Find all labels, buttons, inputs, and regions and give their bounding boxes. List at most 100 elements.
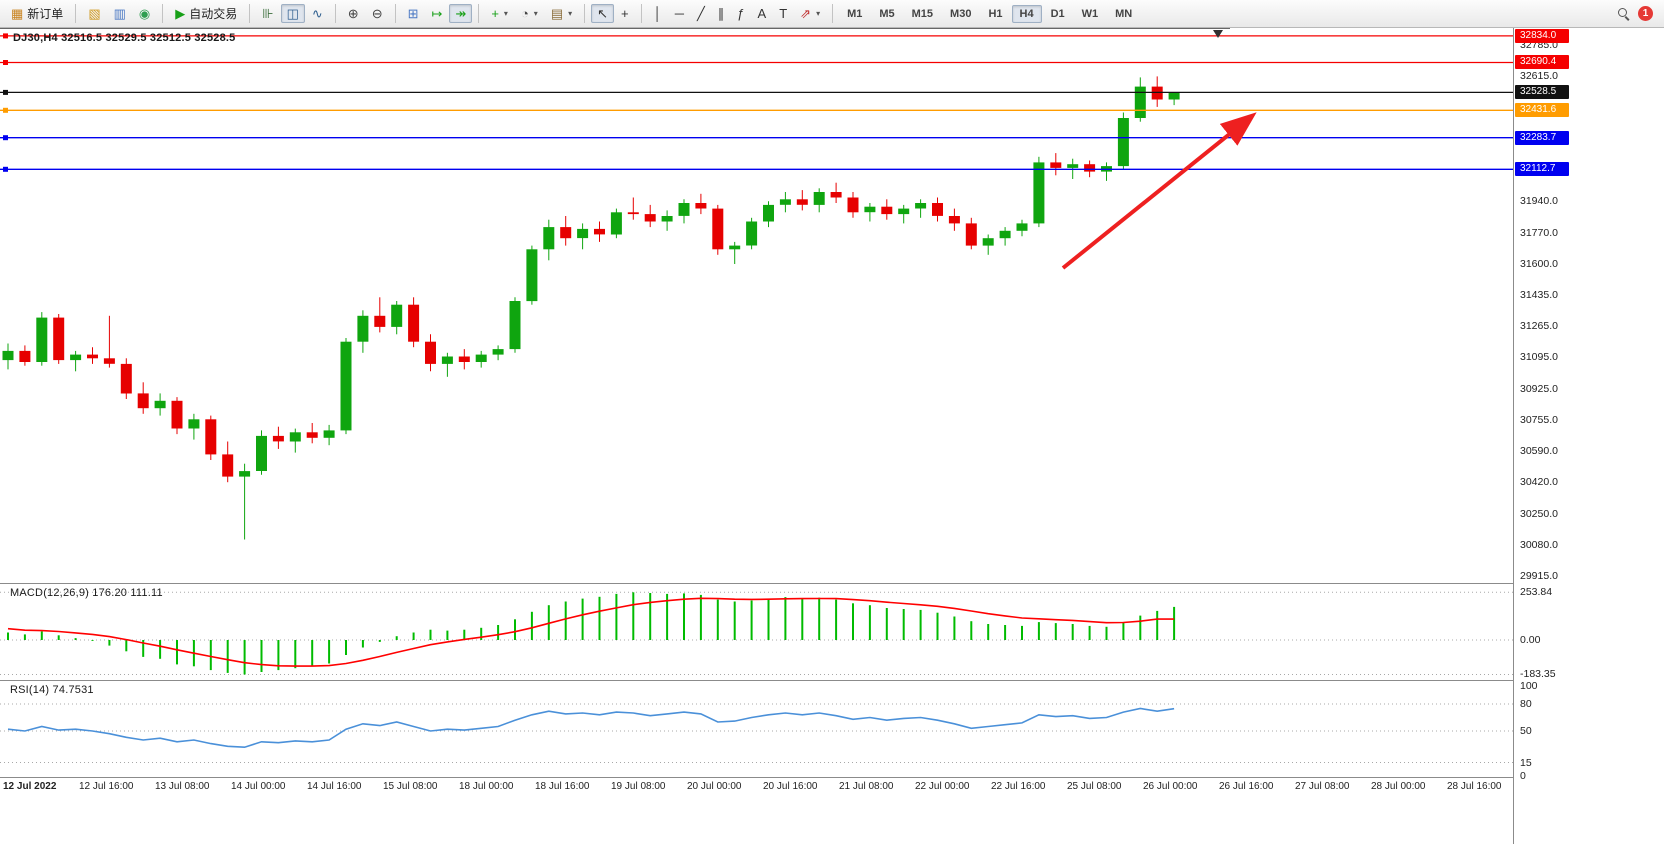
tile-windows-button[interactable]: ⊞ xyxy=(402,4,425,23)
price-line-handle[interactable] xyxy=(3,89,8,95)
trend-arrow[interactable] xyxy=(1061,112,1257,270)
candlestick-chart-button[interactable]: ◫ xyxy=(280,4,305,23)
candle xyxy=(577,223,589,250)
macd-panel-separator[interactable] xyxy=(0,583,1664,584)
tf-m1-button[interactable]: M1 xyxy=(839,5,870,23)
indicators-button[interactable]: + ▾ xyxy=(485,4,514,23)
text-label-button[interactable]: T xyxy=(773,4,793,23)
chevron-down-icon: ▾ xyxy=(533,9,538,18)
line-chart-button[interactable]: ∿ xyxy=(306,4,329,23)
trendline-button[interactable]: ╱ xyxy=(691,4,711,23)
candle xyxy=(1134,77,1146,122)
rsi-panel[interactable] xyxy=(0,680,1513,777)
new-order-button-label: 新订单 xyxy=(27,7,64,21)
zoom-out-button[interactable]: ⊖ xyxy=(366,4,389,23)
tf-m5-button[interactable]: M5 xyxy=(871,5,902,23)
crosshair-button[interactable]: + xyxy=(615,4,635,23)
periods-button[interactable]: ◔ ▾ xyxy=(515,4,544,23)
price-line-handle[interactable] xyxy=(3,33,8,39)
candle xyxy=(1168,92,1180,106)
equidistant-channel-button[interactable]: ∥ xyxy=(712,4,731,23)
rsi-scale-label: 15 xyxy=(1520,756,1532,769)
rsi-scale-label: 100 xyxy=(1520,680,1538,692)
tf-m30-button[interactable]: M30 xyxy=(942,5,979,23)
rsi-panel-separator[interactable] xyxy=(0,680,1664,681)
mql5-community-button[interactable]: ◉ xyxy=(133,4,156,23)
tf-m30-button-label: M30 xyxy=(950,7,972,20)
price-badge-32528.5: 32528.5 xyxy=(1515,85,1569,100)
toolbar-separator xyxy=(394,4,396,23)
candle xyxy=(1117,112,1129,170)
candle xyxy=(1050,153,1062,176)
time-label: 19 Jul 08:00 xyxy=(611,781,666,792)
chart-shift-marker[interactable] xyxy=(1213,30,1223,38)
new-chart-icon: ▧ xyxy=(88,6,101,21)
auto-trading-button[interactable]: ▶ 自动交易 xyxy=(169,2,243,25)
search-icon[interactable] xyxy=(1617,7,1630,20)
notification-badge[interactable]: 1 xyxy=(1638,6,1653,21)
price-badge-32431.6: 32431.6 xyxy=(1515,103,1569,118)
rsi-scale-label: 80 xyxy=(1520,698,1532,710)
indicators-icon: + xyxy=(491,6,499,21)
price-line-handle[interactable] xyxy=(3,60,8,65)
candle xyxy=(965,217,977,250)
tf-w1-button-label: W1 xyxy=(1081,7,1099,20)
tf-h1-button[interactable]: H1 xyxy=(980,5,1010,23)
vertical-line-button[interactable]: │ xyxy=(648,4,668,23)
candle xyxy=(458,349,470,370)
tf-h4-button[interactable]: H4 xyxy=(1011,4,1042,23)
auto-scroll-button[interactable]: ↦ xyxy=(426,4,449,23)
candle xyxy=(171,397,183,435)
price-line-handle[interactable] xyxy=(3,166,8,172)
new-order-button[interactable]: ▦ 新订单 xyxy=(5,2,69,25)
time-label: 28 Jul 00:00 xyxy=(1371,781,1426,792)
candle xyxy=(323,424,335,446)
price-line-handle[interactable] xyxy=(3,135,8,141)
candle xyxy=(915,199,927,218)
text-button[interactable]: A xyxy=(752,4,773,23)
tf-m15-button[interactable]: M15 xyxy=(904,5,941,23)
tf-m1-button-label: M1 xyxy=(847,7,863,20)
chart-shift-button[interactable]: ↠ xyxy=(449,4,473,23)
macd-scale-label: -183.35 xyxy=(1520,668,1556,681)
candle xyxy=(1033,156,1045,228)
candle xyxy=(87,347,98,364)
time-label: 26 Jul 16:00 xyxy=(1219,781,1274,792)
tf-d1-button[interactable]: D1 xyxy=(1043,5,1073,23)
price-line-handle[interactable] xyxy=(3,107,8,113)
price-tick-label: 31770.0 xyxy=(1520,226,1558,239)
price-chart[interactable] xyxy=(0,28,1513,583)
templates-button[interactable]: ▤ ▾ xyxy=(545,4,578,23)
profiles-button[interactable]: ▥ xyxy=(108,4,132,23)
candle xyxy=(543,219,555,261)
candle xyxy=(779,192,791,213)
tf-mn-button[interactable]: MN xyxy=(1107,5,1140,23)
candle xyxy=(526,245,538,305)
fibonacci-button[interactable]: ƒ xyxy=(731,4,750,23)
line-chart-icon: ∿ xyxy=(311,6,323,21)
candle xyxy=(627,197,639,220)
zoom-in-button[interactable]: ⊕ xyxy=(342,4,365,23)
horizontal-line-button[interactable]: ─ xyxy=(669,4,690,23)
price-tick-label: 30420.0 xyxy=(1520,476,1558,489)
candle xyxy=(306,423,318,444)
candlesticks xyxy=(2,76,1180,540)
candle xyxy=(982,234,994,255)
candle xyxy=(712,204,724,255)
chevron-down-icon: ▾ xyxy=(503,9,508,18)
rsi-scale-label: 0 xyxy=(1520,770,1526,782)
tf-w1-button[interactable]: W1 xyxy=(1074,5,1107,23)
text-label-icon: T xyxy=(779,6,788,21)
price-tick-label: 30250.0 xyxy=(1520,507,1558,520)
rsi-indicator-label: RSI(14) 74.7531 xyxy=(10,684,94,696)
candle xyxy=(391,301,403,335)
time-label: 18 Jul 16:00 xyxy=(535,781,590,792)
macd-panel[interactable] xyxy=(0,583,1513,680)
new-chart-button[interactable]: ▧ xyxy=(82,4,106,23)
tile-windows-icon: ⊞ xyxy=(407,6,419,21)
arrows-button[interactable]: ⇗ ▾ xyxy=(794,4,826,23)
time-label: 12 Jul 16:00 xyxy=(79,781,134,792)
macd-histogram xyxy=(7,592,1176,675)
bar-chart-button[interactable]: ⊪ xyxy=(256,4,279,23)
cursor-button[interactable]: ↖ xyxy=(591,4,615,23)
